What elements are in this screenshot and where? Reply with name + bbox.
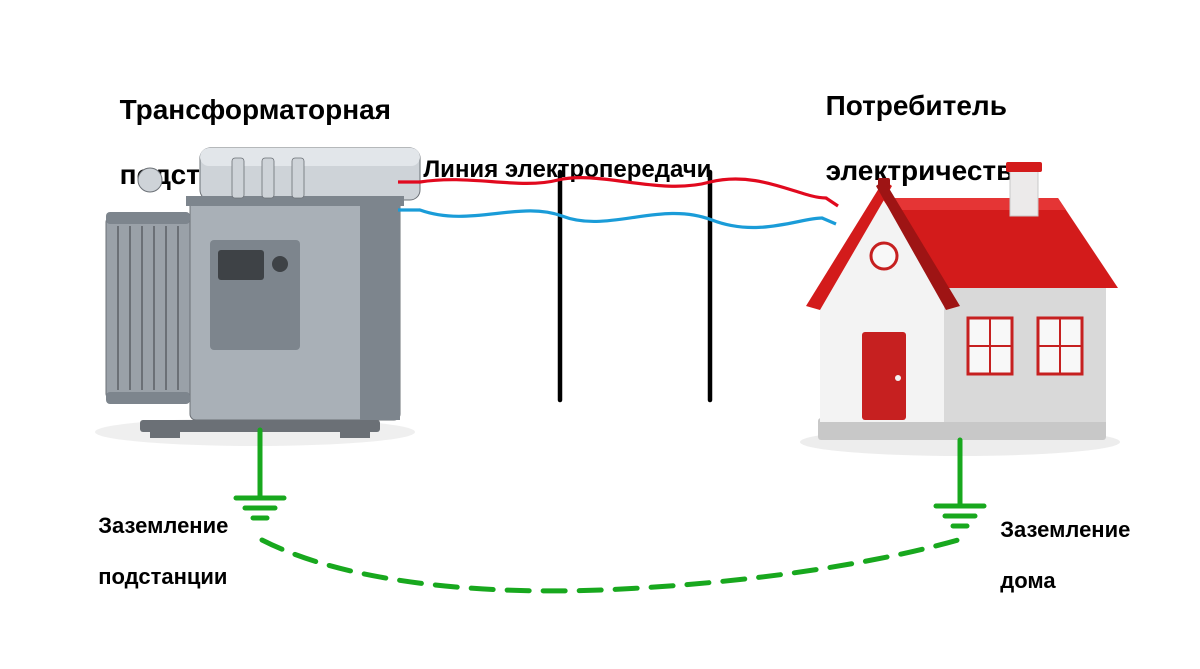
transformer-icon <box>95 148 420 446</box>
radiator-left-icon <box>106 212 190 404</box>
ground-link <box>262 540 958 591</box>
power-poles <box>560 172 710 400</box>
wire-top <box>420 178 826 198</box>
wire-bottom <box>420 210 822 228</box>
diagram-scene <box>0 0 1200 669</box>
house-icon <box>800 162 1120 456</box>
